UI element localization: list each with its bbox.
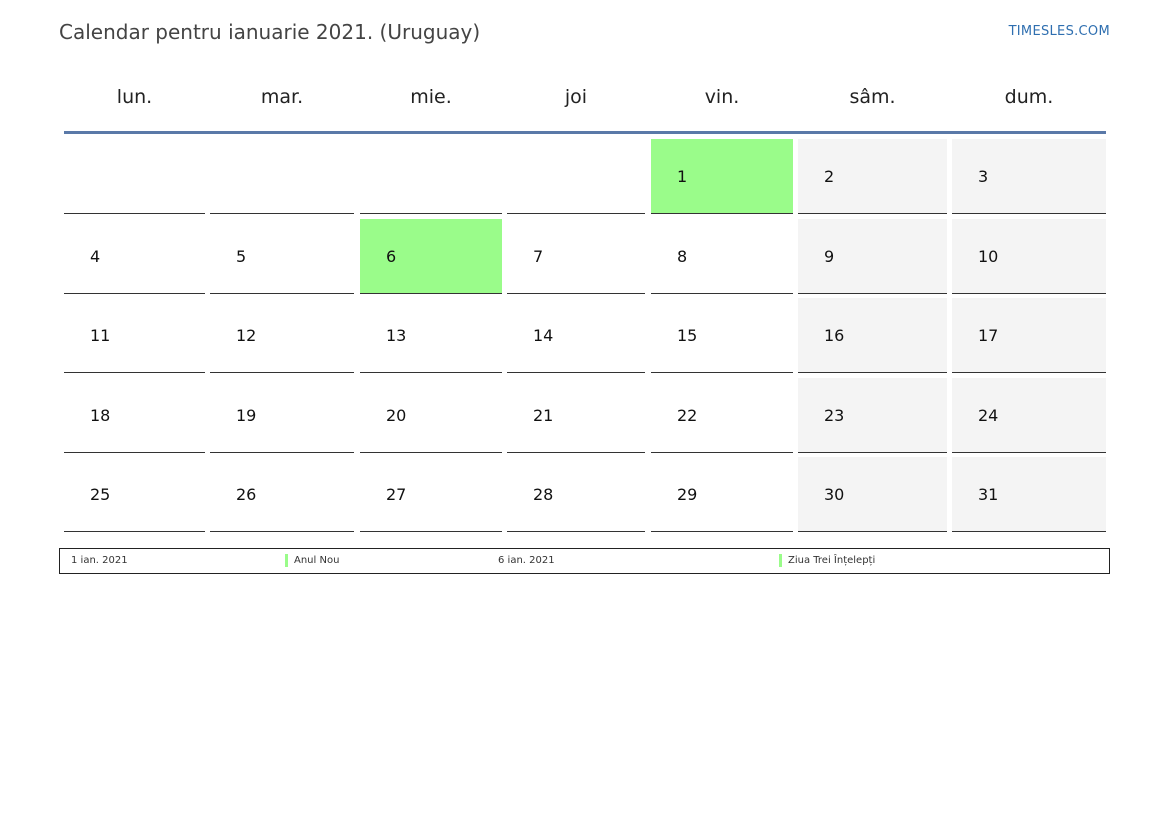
day-number: 14 bbox=[533, 326, 554, 345]
empty-day-cell bbox=[64, 139, 205, 214]
day-number: 26 bbox=[236, 485, 257, 504]
holiday-legend: 1 ian. 2021 Anul Nou 6 ian. 2021 Ziua Tr… bbox=[59, 548, 1110, 574]
day-cell[interactable]: 18 bbox=[64, 378, 205, 453]
day-number: 21 bbox=[533, 406, 554, 425]
day-number: 10 bbox=[978, 247, 999, 266]
day-number: 8 bbox=[677, 247, 688, 266]
legend-name-2: Ziua Trei Înțelepți bbox=[788, 555, 876, 566]
day-cell[interactable]: 24 bbox=[952, 378, 1106, 453]
day-number: 5 bbox=[236, 247, 247, 266]
day-cell[interactable]: 5 bbox=[210, 219, 354, 294]
day-cell[interactable]: 16 bbox=[798, 298, 947, 373]
weekday-header: mar. bbox=[260, 86, 304, 108]
day-number: 20 bbox=[386, 406, 407, 425]
day-number: 2 bbox=[824, 167, 835, 186]
weekday-header: lun. bbox=[116, 86, 153, 108]
day-cell[interactable]: 14 bbox=[507, 298, 645, 373]
day-cell[interactable]: 29 bbox=[651, 457, 793, 532]
day-number: 11 bbox=[90, 326, 111, 345]
day-cell[interactable]: 31 bbox=[952, 457, 1106, 532]
day-number: 28 bbox=[533, 485, 554, 504]
day-number: 6 bbox=[386, 247, 397, 266]
weekday-header: joi bbox=[564, 86, 588, 108]
day-number: 22 bbox=[677, 406, 698, 425]
day-cell[interactable]: 12 bbox=[210, 298, 354, 373]
empty-day-cell bbox=[210, 139, 354, 214]
day-cell[interactable]: 26 bbox=[210, 457, 354, 532]
day-number: 24 bbox=[978, 406, 999, 425]
day-cell[interactable]: 20 bbox=[360, 378, 502, 453]
day-cell[interactable]: 8 bbox=[651, 219, 793, 294]
day-number: 13 bbox=[386, 326, 407, 345]
calendar-grid: lun. mar. mie. joi vin. sâm. dum. 1 2 3 4 5 6 7 8 9 10 11… bbox=[64, 80, 1106, 535]
weekday-header: dum. bbox=[1004, 86, 1054, 108]
day-number: 12 bbox=[236, 326, 257, 345]
weekday-header: mie. bbox=[410, 86, 452, 108]
day-cell[interactable]: 1 bbox=[651, 139, 793, 214]
day-number: 23 bbox=[824, 406, 845, 425]
day-cell[interactable]: 3 bbox=[952, 139, 1106, 214]
day-cell[interactable]: 9 bbox=[798, 219, 947, 294]
page-title: Calendar pentru ianuarie 2021. (Uruguay) bbox=[59, 20, 481, 44]
day-cell[interactable]: 15 bbox=[651, 298, 793, 373]
day-number: 18 bbox=[90, 406, 111, 425]
empty-day-cell bbox=[360, 139, 502, 214]
empty-day-cell bbox=[507, 139, 645, 214]
day-number: 27 bbox=[386, 485, 407, 504]
day-cell[interactable]: 11 bbox=[64, 298, 205, 373]
day-number: 15 bbox=[677, 326, 698, 345]
day-number: 31 bbox=[978, 485, 999, 504]
day-number: 7 bbox=[533, 247, 544, 266]
day-cell[interactable]: 22 bbox=[651, 378, 793, 453]
day-cell[interactable]: 28 bbox=[507, 457, 645, 532]
legend-name-1: Anul Nou bbox=[294, 555, 340, 566]
day-cell[interactable]: 27 bbox=[360, 457, 502, 532]
day-number: 3 bbox=[978, 167, 989, 186]
day-cell[interactable]: 25 bbox=[64, 457, 205, 532]
day-number: 29 bbox=[677, 485, 698, 504]
day-cell[interactable]: 23 bbox=[798, 378, 947, 453]
day-cell[interactable]: 4 bbox=[64, 219, 205, 294]
legend-date-1: 1 ian. 2021 bbox=[71, 555, 128, 566]
day-number: 19 bbox=[236, 406, 257, 425]
day-cell[interactable]: 17 bbox=[952, 298, 1106, 373]
weekday-header: vin. bbox=[704, 86, 740, 108]
brand-link[interactable]: TIMESLES.COM bbox=[1008, 24, 1110, 39]
day-number: 25 bbox=[90, 485, 111, 504]
day-cell[interactable]: 30 bbox=[798, 457, 947, 532]
header-divider bbox=[64, 131, 1106, 134]
day-number: 30 bbox=[824, 485, 845, 504]
legend-marker-1 bbox=[285, 554, 288, 567]
weekday-header: sâm. bbox=[849, 86, 896, 108]
day-cell[interactable]: 10 bbox=[952, 219, 1106, 294]
day-number: 1 bbox=[677, 167, 688, 186]
day-cell[interactable]: 6 bbox=[360, 219, 502, 294]
day-number: 17 bbox=[978, 326, 999, 345]
legend-date-2: 6 ian. 2021 bbox=[498, 555, 555, 566]
legend-marker-2 bbox=[779, 554, 782, 567]
day-number: 9 bbox=[824, 247, 835, 266]
day-cell[interactable]: 7 bbox=[507, 219, 645, 294]
day-number: 16 bbox=[824, 326, 845, 345]
day-cell[interactable]: 2 bbox=[798, 139, 947, 214]
day-cell[interactable]: 13 bbox=[360, 298, 502, 373]
day-cell[interactable]: 21 bbox=[507, 378, 645, 453]
day-number: 4 bbox=[90, 247, 101, 266]
day-cell[interactable]: 19 bbox=[210, 378, 354, 453]
